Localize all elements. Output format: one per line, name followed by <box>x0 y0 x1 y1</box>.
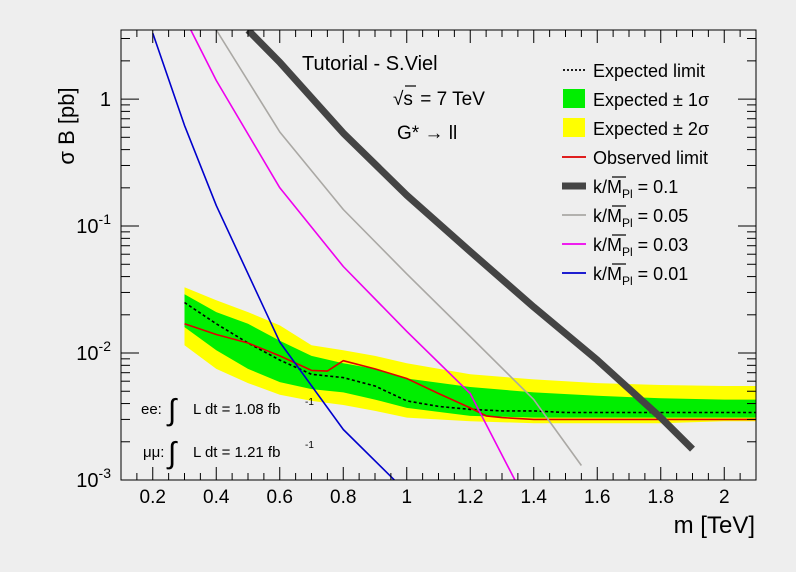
expected-bands <box>184 287 756 424</box>
x-tick-label: 0.4 <box>203 487 230 508</box>
y-tick-label: 10-3 <box>76 465 111 492</box>
legend-1-swatch <box>563 89 585 108</box>
legend-0-label: Expected limit <box>593 61 705 81</box>
y-axis-label: σ B [pb] <box>54 87 79 164</box>
axis-ticks: 0.2 0.4 0.6 0.8 1 1.2 1.4 1.6 1.8 2 1 10-1 10-2 10-3 <box>76 30 756 508</box>
lumi-mm-integral: ∫ <box>166 437 178 470</box>
y-tick-label: 1 <box>100 89 111 111</box>
x-tick-label: 1.4 <box>521 487 548 508</box>
series-expected-limit <box>184 301 756 414</box>
series-k-m-pl-0-01 <box>152 32 396 480</box>
x-axis-label: m [TeV] <box>674 512 755 539</box>
legend-5-label: k/MPl = 0.05 <box>593 206 688 230</box>
author-label: Tutorial - S.Viel <box>302 53 438 75</box>
lumi-mm-exponent: -1 <box>305 440 314 451</box>
x-tick-label: 1 <box>401 487 412 508</box>
energy-sqrt: √s <box>393 89 413 110</box>
energy-label: √s = 7 TeV <box>393 85 485 110</box>
band-1sigma <box>184 294 756 418</box>
x-tick-label: 1.8 <box>648 487 674 508</box>
x-tick-label: 0.8 <box>330 487 356 508</box>
series-k-m-pl-0-1 <box>245 30 695 452</box>
lumi-ee-exponent: -1 <box>305 397 314 408</box>
x-tick-label: 0.6 <box>267 487 293 508</box>
lumi-ee-text: L dt = 1.08 fb <box>193 401 280 418</box>
energy-value: = 7 TeV <box>415 89 485 110</box>
lumi-mm-prefix: μμ: <box>143 444 164 461</box>
y-tick-label: 10-1 <box>76 211 111 238</box>
x-tick-label: 0.2 <box>140 487 166 508</box>
legend-2-label: Expected ± 2σ <box>593 119 709 139</box>
lumi-ee: ee: ∫ L dt = 1.08 fb -1 <box>141 394 314 427</box>
series-k-m-pl-0-05 <box>215 30 583 466</box>
legend-1-label: Expected ± 1σ <box>593 90 709 110</box>
y-tick-label: 10-2 <box>76 338 111 365</box>
legend-2-swatch <box>563 118 585 137</box>
legend-6-label: k/MPl = 0.03 <box>593 235 688 259</box>
series-observed-limit <box>184 323 756 421</box>
legend-4-label: k/MPl = 0.1 <box>593 177 678 201</box>
lumi-ee-prefix: ee: <box>141 401 162 418</box>
process-label: G* → ll <box>397 123 457 144</box>
legend: Expected limit Expected ± 1σ Expected ± 2σ… <box>562 61 709 288</box>
lumi-ee-integral: ∫ <box>166 394 178 427</box>
lumi-mm-text: L dt = 1.21 fb <box>193 444 280 461</box>
x-tick-label: 1.6 <box>584 487 610 508</box>
lumi-mumu: μμ: ∫ L dt = 1.21 fb -1 <box>143 437 314 470</box>
legend-7-label: k/MPl = 0.01 <box>593 264 688 288</box>
legend-3-label: Observed limit <box>593 148 708 168</box>
series-k-m-pl-0-03 <box>190 30 516 480</box>
curves <box>152 30 756 480</box>
x-tick-label: 1.2 <box>457 487 483 508</box>
x-tick-label: 2 <box>719 487 730 508</box>
